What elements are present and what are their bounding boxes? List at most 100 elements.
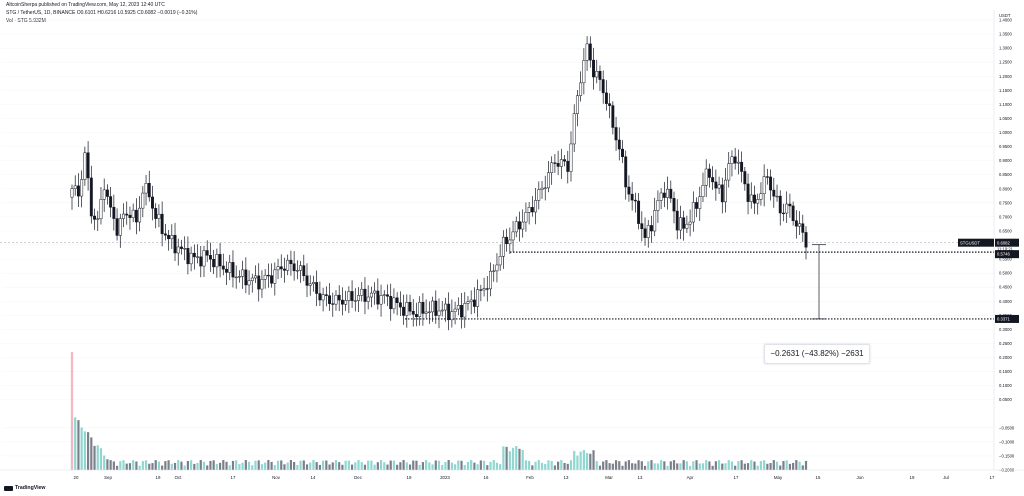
candle-body	[398, 302, 402, 308]
candle-body	[508, 239, 512, 245]
time-tick-label: 19	[407, 475, 412, 480]
volume-bar	[486, 465, 489, 470]
price-tick-label: 0.9000	[999, 158, 1012, 163]
volume-bar	[225, 461, 228, 470]
candle-body	[376, 290, 380, 305]
candle-body	[782, 212, 785, 215]
volume-bar	[425, 460, 428, 470]
volume-bar	[360, 462, 363, 470]
candle-body	[427, 311, 431, 313]
volume-bar	[598, 465, 602, 470]
candle-body	[727, 163, 731, 181]
candle-body	[279, 266, 283, 270]
price-tick-label: 0.9500	[999, 144, 1012, 149]
candle-body	[482, 288, 486, 291]
volume-bar	[408, 464, 412, 470]
support-tag: 0.5746	[995, 250, 1019, 259]
volume-bar	[595, 461, 598, 470]
time-tick-label: 19	[156, 475, 161, 480]
candle-body	[424, 311, 428, 314]
volume-bar	[399, 462, 402, 470]
price-tick-label: 1.1500	[999, 88, 1012, 93]
candle-body	[379, 295, 383, 305]
volume-bar	[305, 464, 309, 470]
volume-bar	[96, 445, 99, 470]
candle-body	[479, 289, 483, 291]
price-tick-label: −0.1500	[999, 453, 1015, 458]
volume-bar	[167, 460, 170, 470]
candle-body	[151, 196, 154, 209]
volume-bar	[190, 460, 193, 470]
volume-bar	[289, 460, 293, 470]
volume-bar	[708, 461, 711, 470]
candle-body	[685, 223, 689, 229]
candle-body	[141, 192, 145, 209]
candle-body	[659, 192, 663, 201]
volume-bar	[103, 455, 106, 470]
candle-body	[598, 71, 602, 80]
volume-bar	[508, 451, 511, 470]
volume-bar	[70, 352, 74, 470]
volume-bar	[251, 465, 254, 470]
candle-body	[118, 218, 122, 236]
volume-bar	[434, 460, 437, 470]
candle-body	[521, 221, 525, 230]
candle-body	[489, 270, 492, 290]
volume-bar	[183, 465, 186, 470]
candle-body	[569, 143, 573, 172]
volume-bar	[705, 460, 708, 470]
volume-bar	[540, 462, 544, 470]
candle-body	[778, 195, 782, 214]
volume-bar	[505, 446, 508, 470]
volume-bar	[392, 460, 396, 470]
volume-bar	[557, 461, 560, 470]
candle-body	[460, 305, 463, 318]
volume-bar	[582, 450, 585, 470]
price-levels	[0, 242, 994, 320]
volume-bar	[370, 460, 373, 470]
volume-bar	[515, 446, 518, 470]
volume-bar	[83, 431, 86, 470]
volume-bar	[779, 465, 782, 470]
candle-body	[167, 234, 171, 240]
candle-body	[221, 265, 225, 270]
candle-body	[769, 176, 773, 191]
volume-bar	[112, 461, 115, 470]
candle-body	[756, 199, 760, 204]
target-tag-bg	[995, 314, 1019, 323]
volume-bar	[650, 460, 653, 470]
volume-bar	[437, 460, 441, 470]
time-tick-label: Nov	[272, 475, 281, 480]
volume-bar	[286, 462, 289, 470]
candle-body	[289, 259, 293, 265]
candles	[70, 36, 808, 331]
candle-body	[476, 289, 480, 307]
volume-bar	[534, 461, 537, 470]
volume-bar	[769, 463, 772, 470]
candle-body	[447, 303, 451, 321]
volume-bar	[473, 462, 476, 470]
volume-bar	[801, 465, 804, 470]
time-axis[interactable]: 20 Sep 19 Oct 17 Nov 14 Dec 19 2023 16 Feb 13 Mar 13 Ap…	[0, 469, 1024, 480]
volume-bar	[643, 465, 647, 470]
candle-body	[733, 156, 737, 164]
candle-body	[518, 221, 521, 230]
price-tick-label: 1.0500	[999, 116, 1012, 121]
candle-body	[305, 275, 309, 286]
candle-body	[405, 302, 409, 316]
volume-bar	[341, 464, 344, 470]
candle-body	[543, 187, 547, 189]
tradingview-logo[interactable]: TradingView	[4, 485, 45, 491]
candle-body	[173, 235, 177, 254]
time-tick-label: 2023	[440, 475, 450, 480]
volume-bar	[605, 460, 608, 470]
candle-body	[714, 181, 718, 189]
volume-bar	[247, 461, 251, 470]
candle-body	[73, 185, 77, 190]
candle-body	[340, 299, 344, 305]
volume-bar	[363, 464, 367, 470]
volume-bar	[212, 460, 215, 470]
volume-bar	[344, 460, 347, 470]
